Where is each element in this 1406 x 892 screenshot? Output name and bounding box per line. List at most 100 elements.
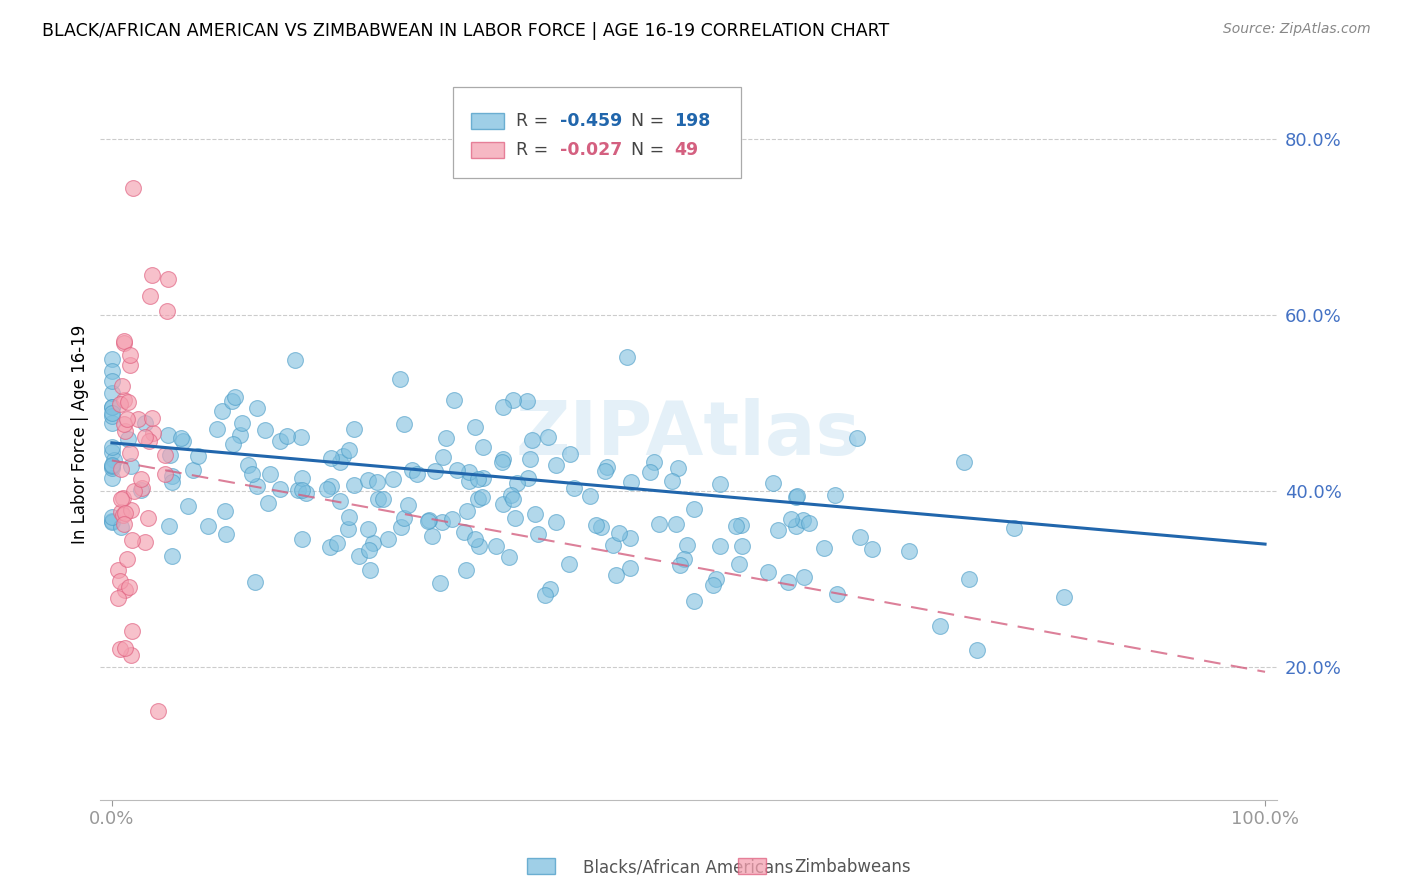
Text: -0.459: -0.459 xyxy=(560,112,623,130)
Point xyxy=(160,468,183,483)
Point xyxy=(246,401,269,415)
Point xyxy=(953,455,976,469)
Point xyxy=(756,565,779,579)
FancyBboxPatch shape xyxy=(453,87,741,178)
Point xyxy=(347,549,370,563)
Point xyxy=(120,348,142,362)
Point xyxy=(596,459,619,474)
Text: 49: 49 xyxy=(675,142,699,160)
Point xyxy=(966,642,988,657)
Point xyxy=(284,352,307,367)
Point xyxy=(1002,520,1025,534)
Point xyxy=(709,539,731,553)
Point xyxy=(117,433,139,447)
Point xyxy=(318,541,340,555)
Point xyxy=(381,472,404,486)
Point xyxy=(389,520,412,534)
Text: N =: N = xyxy=(631,142,664,160)
Point xyxy=(766,523,789,537)
Point xyxy=(236,458,259,472)
Point xyxy=(485,540,508,554)
Point xyxy=(619,561,641,575)
Point xyxy=(136,510,159,524)
Point xyxy=(259,467,281,481)
Point xyxy=(464,420,486,434)
Point xyxy=(778,575,800,590)
Point xyxy=(558,557,581,571)
Point xyxy=(139,289,162,303)
Point xyxy=(666,460,689,475)
Point xyxy=(101,352,124,367)
Point xyxy=(114,424,136,438)
Point xyxy=(101,409,124,423)
Point xyxy=(425,464,447,478)
Text: R =: R = xyxy=(516,112,548,130)
Point xyxy=(101,440,124,454)
Point xyxy=(505,511,527,525)
Point xyxy=(153,467,176,482)
Point xyxy=(141,268,163,282)
Point xyxy=(534,588,557,602)
Point xyxy=(246,478,269,492)
Point xyxy=(153,448,176,462)
Point xyxy=(112,392,135,407)
Point xyxy=(101,515,124,529)
Point xyxy=(101,515,124,529)
Point xyxy=(214,503,236,517)
Text: Zimbabweans: Zimbabweans xyxy=(794,858,911,876)
Point xyxy=(101,471,124,485)
Point xyxy=(785,519,807,533)
Point xyxy=(290,430,312,444)
Point xyxy=(254,423,277,437)
Point xyxy=(211,404,233,418)
Point xyxy=(620,475,643,489)
Point xyxy=(336,522,359,536)
Point xyxy=(110,520,132,534)
Point xyxy=(112,335,135,350)
Point xyxy=(103,453,125,467)
Point xyxy=(159,448,181,462)
Point xyxy=(377,532,399,546)
Point xyxy=(607,526,630,541)
Point xyxy=(101,406,124,420)
Point xyxy=(129,483,152,497)
Point xyxy=(120,446,142,460)
Point xyxy=(405,467,427,482)
Point xyxy=(394,417,416,432)
Point xyxy=(602,538,624,552)
Point xyxy=(101,364,124,378)
Point xyxy=(120,648,142,662)
Point xyxy=(792,512,814,526)
Point xyxy=(120,503,142,517)
Point xyxy=(215,527,238,541)
Point xyxy=(326,536,349,550)
Point xyxy=(824,488,846,502)
Point xyxy=(316,482,339,496)
Point xyxy=(160,549,183,564)
Text: Source: ZipAtlas.com: Source: ZipAtlas.com xyxy=(1223,22,1371,37)
Point xyxy=(491,455,513,469)
Point xyxy=(121,533,143,547)
Point xyxy=(731,539,754,553)
Point xyxy=(730,517,752,532)
Point xyxy=(101,444,124,458)
Point xyxy=(389,371,412,385)
Point xyxy=(724,519,747,533)
Text: ZIPAtlas: ZIPAtlas xyxy=(516,398,860,470)
Point xyxy=(619,531,641,545)
Point xyxy=(430,516,453,530)
Point xyxy=(546,458,568,473)
Point xyxy=(276,428,298,442)
Point xyxy=(222,436,245,450)
Point xyxy=(537,430,560,444)
Point xyxy=(456,563,478,577)
Point xyxy=(141,410,163,425)
Point xyxy=(544,515,567,529)
Point xyxy=(396,498,419,512)
Point xyxy=(101,458,124,472)
Point xyxy=(357,473,380,487)
Point xyxy=(661,474,683,488)
Point xyxy=(517,471,540,485)
Point xyxy=(394,510,416,524)
Point xyxy=(101,460,124,475)
